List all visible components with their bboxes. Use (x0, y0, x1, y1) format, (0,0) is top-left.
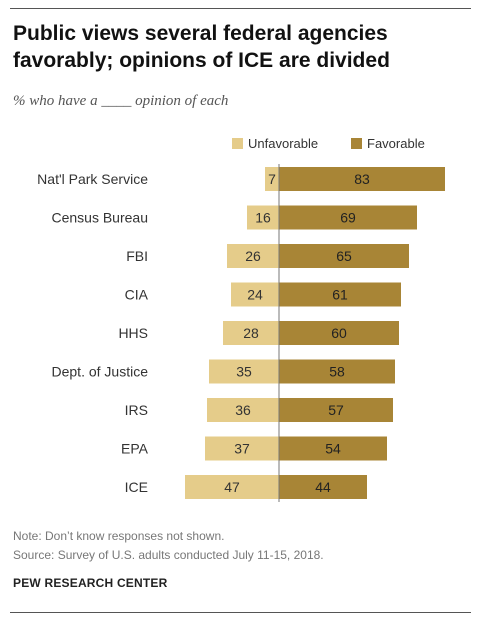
data-label-favorable-irs: 57 (328, 402, 344, 418)
data-label-favorable-epa: 54 (325, 441, 341, 457)
category-label-dept-of-justice: Dept. of Justice (52, 364, 149, 380)
category-label-cia: CIA (125, 287, 149, 303)
bar-unfavorable-dept-of-justice (209, 359, 279, 384)
legend-item-favorable: Favorable (351, 136, 425, 151)
bar-unfavorable-fbi (227, 244, 279, 268)
bar-favorable-ice (279, 475, 367, 499)
bar-favorable-census-bureau (279, 205, 417, 230)
bar-favorable-nat-l-park-service (279, 167, 445, 191)
data-label-favorable-cia: 61 (332, 287, 348, 303)
category-label-census-bureau: Census Bureau (51, 210, 148, 226)
data-label-unfavorable-hhs: 28 (243, 325, 259, 341)
bar-unfavorable-epa (205, 436, 279, 461)
bar-favorable-dept-of-justice (279, 359, 395, 384)
credit: PEW RESEARCH CENTER (13, 576, 168, 590)
category-label-fbi: FBI (126, 248, 148, 264)
bar-favorable-hhs (279, 321, 399, 345)
top-rule (10, 8, 471, 9)
chart-title: Public views several federal agencies fa… (13, 22, 390, 72)
data-label-unfavorable-irs: 36 (235, 402, 251, 418)
bar-unfavorable-ice (185, 475, 279, 499)
data-label-favorable-ice: 44 (315, 479, 331, 495)
legend-swatch-unfavorable (232, 138, 243, 149)
category-label-irs: IRS (125, 402, 148, 418)
bar-unfavorable-cia (231, 282, 279, 307)
chart-plot: Nat'l Park Service 7 83 Census Bureau 16 69 FB… (37, 164, 445, 502)
legend-item-unfavorable: Unfavorable (232, 136, 318, 151)
category-label-ice: ICE (125, 479, 148, 495)
bar-favorable-cia (279, 282, 401, 307)
category-label-epa: EPA (121, 441, 149, 457)
data-label-favorable-nat-l-park-service: 83 (354, 171, 370, 187)
bar-favorable-epa (279, 436, 387, 461)
category-label-hhs: HHS (118, 325, 148, 341)
bar-favorable-fbi (279, 244, 409, 268)
legend-swatch-favorable (351, 138, 362, 149)
chart-subtitle: % who have a ____ opinion of each (13, 93, 229, 109)
data-label-favorable-dept-of-justice: 58 (329, 364, 345, 380)
data-label-unfavorable-epa: 37 (234, 441, 250, 457)
data-label-unfavorable-nat-l-park-service: 7 (268, 171, 276, 187)
bottom-rule (10, 612, 471, 613)
bar-favorable-irs (279, 398, 393, 422)
bar-unfavorable-hhs (223, 321, 279, 345)
bar-unfavorable-nat-l-park-service (265, 167, 279, 191)
data-label-unfavorable-ice: 47 (224, 479, 240, 495)
data-label-unfavorable-dept-of-justice: 35 (236, 364, 252, 380)
chart-source: Source: Survey of U.S. adults conducted … (13, 548, 324, 562)
data-label-favorable-census-bureau: 69 (340, 210, 356, 226)
chart-note: Note: Don’t know responses not shown. (13, 529, 225, 543)
bar-unfavorable-census-bureau (247, 205, 279, 230)
data-label-favorable-fbi: 65 (336, 248, 352, 264)
data-label-unfavorable-cia: 24 (247, 287, 263, 303)
data-label-favorable-hhs: 60 (331, 325, 347, 341)
bar-unfavorable-irs (207, 398, 279, 422)
legend-label-unfavorable: Unfavorable (248, 136, 319, 151)
data-label-unfavorable-census-bureau: 16 (255, 210, 271, 226)
category-label-nat-l-park-service: Nat'l Park Service (37, 171, 148, 187)
legend-label-favorable: Favorable (367, 136, 425, 151)
data-label-unfavorable-fbi: 26 (245, 248, 261, 264)
